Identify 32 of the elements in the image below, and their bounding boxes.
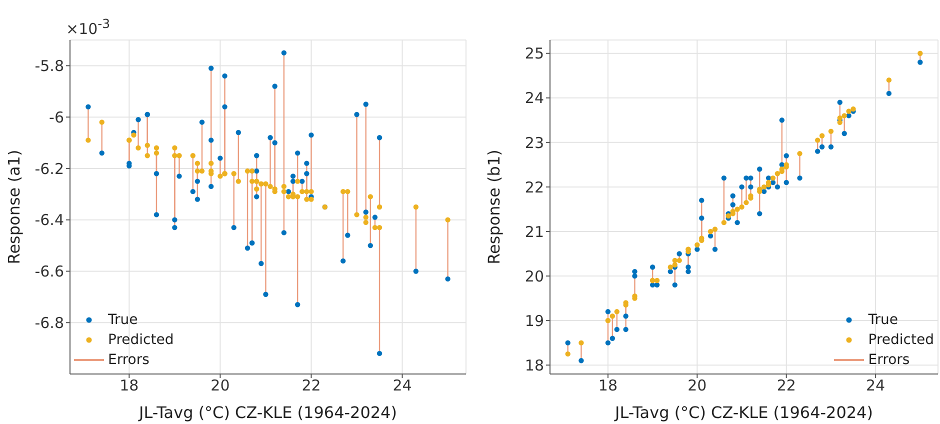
x-tick-label: 18 <box>598 376 618 395</box>
y-tick-label: 25 <box>524 44 544 63</box>
y-tick-label: 23 <box>524 134 544 152</box>
legend-label: True <box>108 311 138 330</box>
legend-label: Predicted <box>108 331 174 350</box>
legend-label: Errors <box>868 351 910 370</box>
legend-label: Predicted <box>868 331 934 350</box>
y-tick-label: -6.8 <box>34 314 64 332</box>
y-tick-label: 19 <box>524 312 544 330</box>
y-tick-label: 22 <box>524 178 544 196</box>
y-tick-label: 18 <box>524 356 544 374</box>
text: ×10$^{-3}$ <box>66 16 110 38</box>
y-axis-title: Response (b1) <box>484 150 504 264</box>
x-axis-title: JL-Tavg (°C) CZ-KLE (1964-2024) <box>614 403 873 422</box>
x-axis-title: JL-Tavg (°C) CZ-KLE (1964-2024) <box>138 403 397 422</box>
legend-label: Errors <box>108 351 150 370</box>
x-tick-label: 20 <box>688 376 707 395</box>
x-tick-label: 20 <box>210 376 230 395</box>
x-tick-label: 24 <box>866 376 886 395</box>
y-tick-label: -6 <box>49 108 64 126</box>
y-tick-label: -6.4 <box>34 211 64 230</box>
legend-label: True <box>868 311 898 330</box>
y-tick-label: 21 <box>524 222 544 241</box>
x-tick-label: 18 <box>120 376 139 395</box>
x-tick-label: 24 <box>392 376 412 395</box>
y-tick-label: 24 <box>524 89 544 108</box>
y-tick-label: -6.2 <box>34 160 64 178</box>
y-tick-label: 20 <box>524 267 544 286</box>
y-tick-label: -5.8 <box>34 57 64 76</box>
y-tick-label: -6.6 <box>34 262 64 281</box>
x-tick-label: 22 <box>302 376 321 395</box>
x-tick-label: 22 <box>776 376 796 395</box>
